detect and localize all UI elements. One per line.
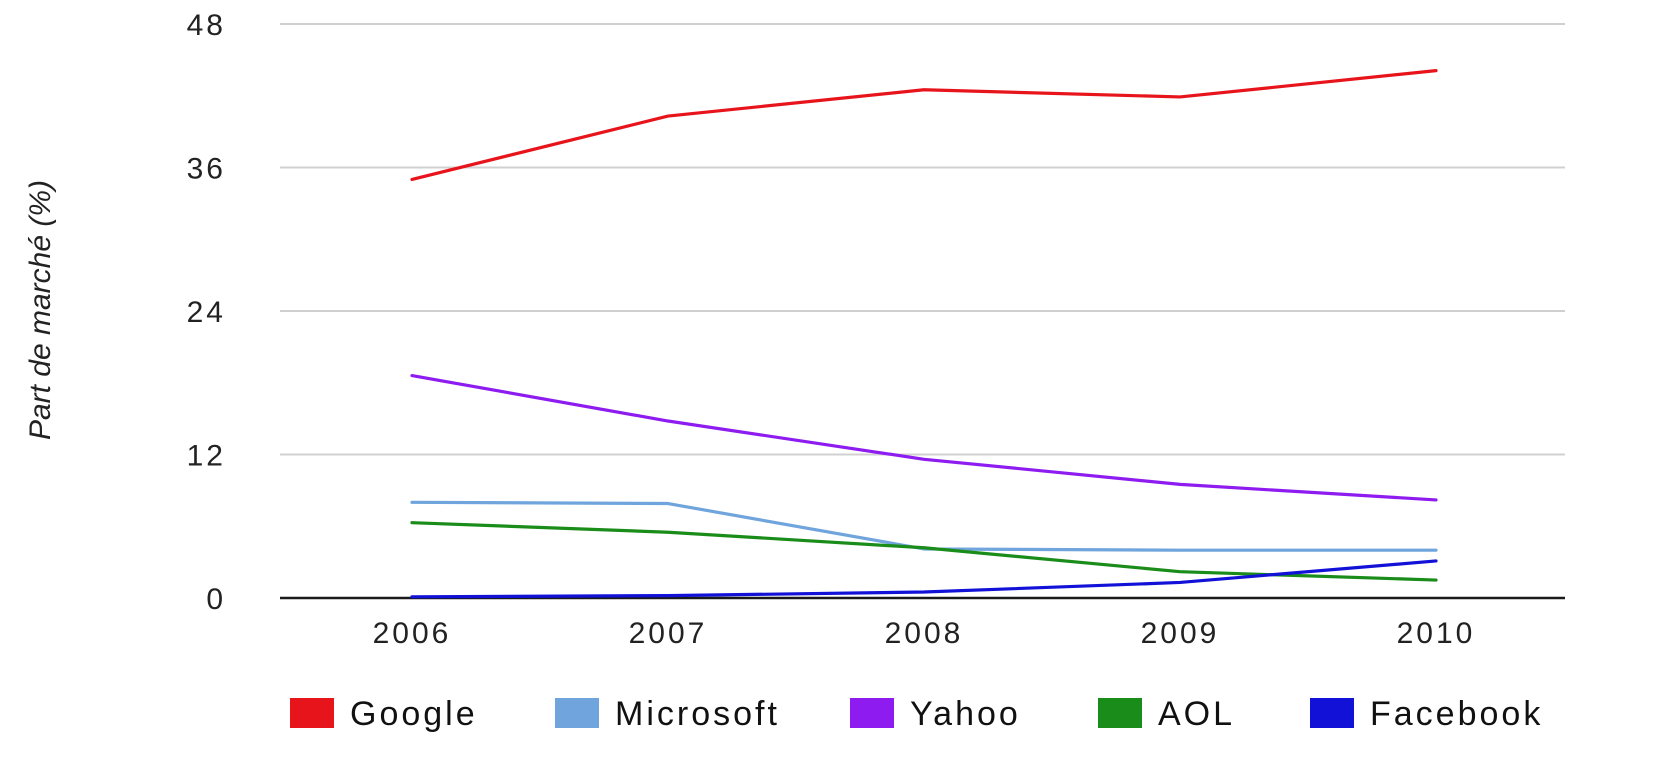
legend-item-facebook: Facebook	[1310, 695, 1543, 733]
x-tick-label: 2007	[629, 617, 708, 650]
series-line-microsoft	[410, 500, 1438, 552]
series-lines	[410, 69, 1438, 599]
legend-label: Yahoo	[910, 695, 1021, 733]
legend-label: Microsoft	[615, 695, 780, 733]
y-tick-label: 0	[206, 583, 226, 616]
legend-item-google: Google	[290, 695, 478, 733]
y-tick-label: 36	[187, 153, 226, 186]
series-line-yahoo	[410, 373, 1438, 502]
legend-item-aol: AOL	[1098, 695, 1235, 733]
series-line-facebook	[410, 559, 1438, 599]
legend-swatch	[290, 698, 334, 728]
legend-swatch	[1098, 698, 1142, 728]
legend-label: Google	[350, 695, 478, 733]
y-tick-label: 48	[187, 9, 226, 42]
x-tick-label: 2006	[373, 617, 452, 650]
grid-lines	[280, 23, 1565, 456]
axes: 0 12 24 36 48 2006 2007 2008 2009 2010	[187, 9, 1565, 650]
y-tick-label: 24	[187, 296, 226, 329]
y-axis-title: Part de marché (%)	[24, 180, 57, 440]
legend-label: Facebook	[1370, 695, 1543, 733]
legend-swatch	[850, 698, 894, 728]
legend: Google Microsoft Yahoo AOL Facebook	[290, 695, 1543, 733]
x-tick-label: 2010	[1397, 617, 1476, 650]
x-tick-label: 2008	[885, 617, 964, 650]
legend-swatch	[555, 698, 599, 728]
legend-item-yahoo: Yahoo	[850, 695, 1021, 733]
legend-item-microsoft: Microsoft	[555, 695, 780, 733]
legend-swatch	[1310, 698, 1354, 728]
series-line-google	[410, 69, 1438, 182]
y-tick-label: 12	[187, 440, 226, 473]
legend-label: AOL	[1158, 695, 1235, 733]
x-tick-label: 2009	[1141, 617, 1220, 650]
